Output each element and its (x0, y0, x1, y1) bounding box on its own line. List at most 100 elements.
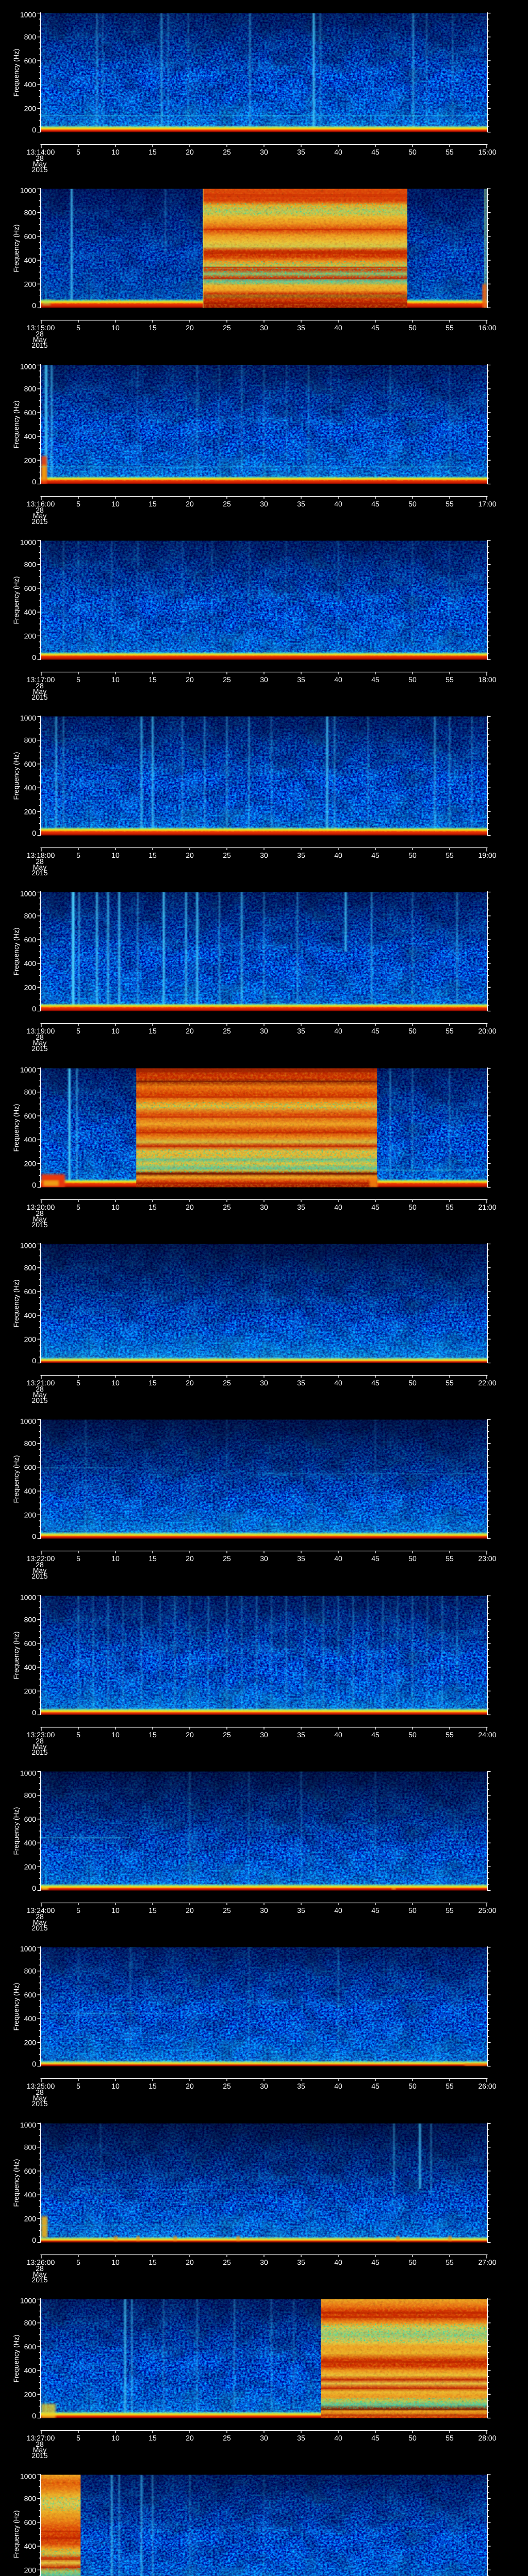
svg-text:200: 200 (24, 1159, 37, 1167)
svg-text:40: 40 (334, 1554, 342, 1563)
svg-text:1000: 1000 (20, 714, 36, 722)
svg-text:5: 5 (76, 1731, 80, 1739)
svg-text:20: 20 (186, 675, 194, 684)
svg-text:10: 10 (111, 2434, 120, 2442)
svg-text:20: 20 (186, 851, 194, 859)
svg-text:55: 55 (446, 2434, 454, 2442)
svg-text:5: 5 (76, 675, 80, 684)
svg-text:800: 800 (24, 385, 37, 393)
svg-text:25: 25 (223, 2434, 231, 2442)
svg-text:30: 30 (260, 1203, 268, 1211)
svg-text:45: 45 (371, 1731, 380, 1739)
svg-text:10: 10 (111, 1027, 120, 1035)
svg-text:23:00: 23:00 (478, 1554, 496, 1563)
svg-text:40: 40 (334, 1027, 342, 1035)
svg-text:55: 55 (446, 148, 454, 156)
svg-text:600: 600 (24, 57, 37, 65)
svg-text:1000: 1000 (20, 11, 36, 19)
svg-text:May: May (33, 863, 46, 871)
svg-text:0: 0 (32, 1357, 36, 1365)
svg-text:55: 55 (446, 851, 454, 859)
svg-text:0: 0 (32, 2412, 36, 2420)
svg-text:45: 45 (371, 1906, 380, 1914)
svg-text:40: 40 (334, 851, 342, 859)
svg-text:10: 10 (111, 675, 120, 684)
svg-text:30: 30 (260, 1379, 268, 1387)
svg-text:15: 15 (148, 1731, 157, 1739)
svg-text:May: May (33, 335, 46, 344)
svg-text:600: 600 (24, 232, 37, 241)
svg-text:35: 35 (297, 1027, 305, 1035)
svg-text:400: 400 (24, 1136, 37, 1144)
svg-text:May: May (33, 1742, 46, 1751)
svg-text:400: 400 (24, 2014, 37, 2023)
svg-text:16:00: 16:00 (478, 324, 496, 332)
svg-text:600: 600 (24, 2343, 37, 2351)
svg-text:600: 600 (24, 1463, 37, 1471)
svg-text:Frequency (Hz): Frequency (Hz) (12, 2510, 20, 2558)
svg-text:May: May (33, 2446, 46, 2454)
svg-text:55: 55 (446, 1379, 454, 1387)
svg-text:25: 25 (223, 500, 231, 508)
svg-text:2015: 2015 (31, 165, 47, 174)
svg-text:800: 800 (24, 912, 37, 920)
svg-text:10: 10 (111, 1379, 120, 1387)
svg-text:1000: 1000 (20, 1769, 36, 1777)
svg-text:15: 15 (148, 1379, 157, 1387)
svg-text:800: 800 (24, 33, 37, 41)
svg-text:55: 55 (446, 324, 454, 332)
svg-text:20: 20 (186, 1203, 194, 1211)
svg-text:20: 20 (186, 148, 194, 156)
svg-text:25: 25 (223, 1554, 231, 1563)
svg-text:25: 25 (223, 324, 231, 332)
svg-text:15: 15 (148, 1906, 157, 1914)
svg-text:55: 55 (446, 1554, 454, 1563)
svg-text:200: 200 (24, 456, 37, 464)
svg-text:35: 35 (297, 2082, 305, 2090)
svg-text:200: 200 (24, 2038, 37, 2046)
svg-text:400: 400 (24, 1311, 37, 1319)
svg-text:1000: 1000 (20, 2121, 36, 2129)
svg-text:13:26:00: 13:26:00 (27, 2258, 55, 2266)
svg-text:45: 45 (371, 2434, 380, 2442)
svg-text:200: 200 (24, 2214, 37, 2223)
svg-text:40: 40 (334, 1379, 342, 1387)
svg-text:50: 50 (408, 1203, 417, 1211)
svg-text:5: 5 (76, 1379, 80, 1387)
svg-text:45: 45 (371, 1027, 380, 1035)
svg-text:30: 30 (260, 675, 268, 684)
svg-text:30: 30 (260, 851, 268, 859)
svg-text:30: 30 (260, 1731, 268, 1739)
svg-text:22:00: 22:00 (478, 1379, 496, 1387)
svg-text:27:00: 27:00 (478, 2258, 496, 2266)
svg-text:15: 15 (148, 1203, 157, 1211)
svg-text:25: 25 (223, 1906, 231, 1914)
svg-text:400: 400 (24, 80, 37, 89)
svg-text:50: 50 (408, 1027, 417, 1035)
svg-text:2015: 2015 (31, 1748, 47, 1756)
svg-text:200: 200 (24, 2390, 37, 2398)
svg-text:35: 35 (297, 1731, 305, 1739)
svg-text:50: 50 (408, 2258, 417, 2266)
svg-text:30: 30 (260, 2082, 268, 2090)
svg-text:30: 30 (260, 2258, 268, 2266)
svg-text:600: 600 (24, 2167, 37, 2175)
svg-text:800: 800 (24, 2319, 37, 2327)
svg-text:800: 800 (24, 1264, 37, 1272)
svg-text:10: 10 (111, 1203, 120, 1211)
svg-text:13:16:00: 13:16:00 (27, 500, 55, 508)
svg-text:20: 20 (186, 1554, 194, 1563)
svg-text:35: 35 (297, 1906, 305, 1914)
svg-text:600: 600 (24, 1815, 37, 1823)
svg-text:800: 800 (24, 2143, 37, 2151)
svg-text:600: 600 (24, 1639, 37, 1648)
svg-text:55: 55 (446, 1731, 454, 1739)
svg-text:Frequency (Hz): Frequency (Hz) (12, 1279, 20, 1327)
svg-text:40: 40 (334, 1203, 342, 1211)
svg-text:20:00: 20:00 (478, 1027, 496, 1035)
svg-text:5: 5 (76, 851, 80, 859)
svg-text:50: 50 (408, 1554, 417, 1563)
svg-text:2015: 2015 (31, 1044, 47, 1053)
svg-text:35: 35 (297, 1203, 305, 1211)
svg-text:28: 28 (36, 330, 44, 338)
